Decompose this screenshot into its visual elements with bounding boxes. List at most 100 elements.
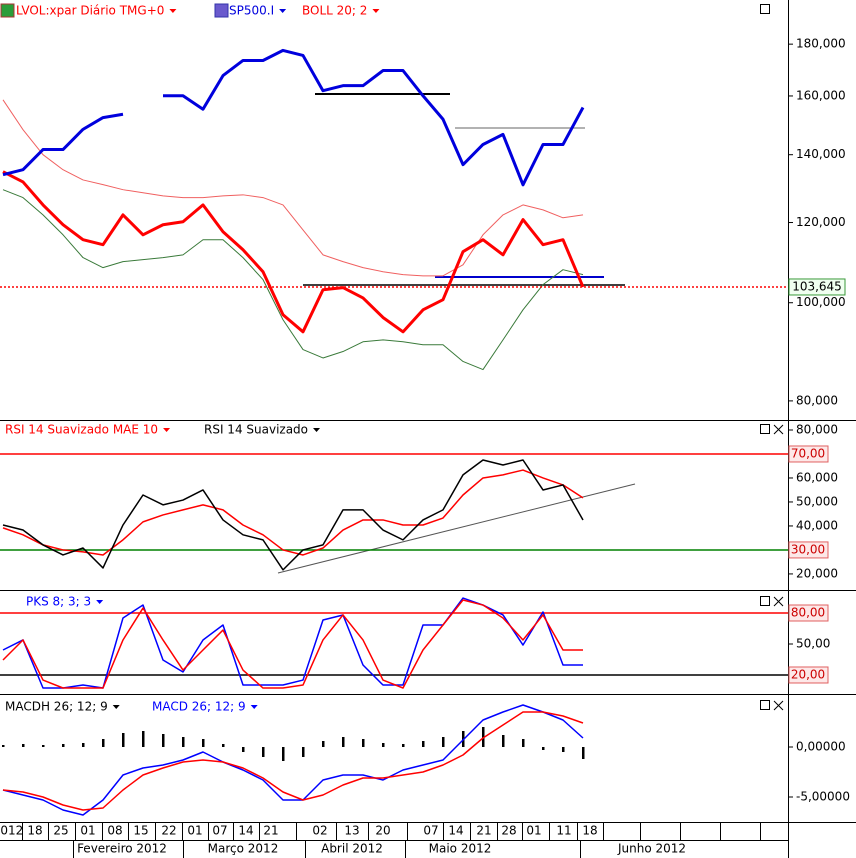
legend-label[interactable]: BOLL 20; 2	[302, 4, 367, 18]
series-line	[2, 189, 584, 371]
legend-label[interactable]: LVOL:xpar Diário TMG+0	[16, 4, 164, 18]
legend-dropdown	[112, 705, 120, 709]
series-line	[2, 711, 584, 811]
x-tick-label: 07	[423, 824, 438, 838]
x-tick-label: 18	[27, 824, 42, 838]
legend-dropdown	[313, 428, 321, 432]
month-separators	[73, 822, 761, 858]
histogram-bar	[582, 747, 585, 759]
x-tick-label: 25	[53, 824, 68, 838]
series-line	[2, 170, 585, 334]
month-label: Maio 2012	[429, 842, 492, 856]
histogram-bar	[62, 744, 65, 747]
histogram-bar	[502, 735, 505, 747]
histogram-bar	[122, 733, 125, 747]
legend-label[interactable]: MACDH 26; 12; 9	[5, 700, 108, 714]
histogram-bar	[322, 741, 325, 747]
close-button[interactable]	[773, 424, 784, 435]
x-tick-label: 01	[526, 824, 541, 838]
x-tick-label: 02	[312, 824, 327, 838]
histogram-bar	[382, 743, 385, 747]
level-label: 20,00	[791, 667, 825, 681]
x-tick-label: 14	[448, 824, 463, 838]
histogram-bar	[182, 737, 185, 747]
histogram-bar	[242, 747, 245, 752]
y-tick-label: 140,000	[796, 147, 846, 161]
legend-label[interactable]: RSI 14 Suavizado MAE 10	[5, 423, 158, 437]
level-label: 80,00	[791, 606, 825, 620]
maximize-button[interactable]	[760, 700, 770, 710]
x-tick-label: 07	[212, 824, 227, 838]
month-label: Junho 2012	[617, 842, 686, 856]
x-tick-label: 18	[582, 824, 597, 838]
histogram-bar	[142, 731, 145, 747]
level-box	[788, 541, 829, 559]
histogram-bar	[2, 745, 5, 747]
y-tick-label: 20,000	[796, 566, 838, 580]
legend-label[interactable]: PKS 8; 3; 3	[26, 595, 91, 609]
histogram-bar	[362, 739, 365, 747]
y-tick-label: 50,00	[796, 636, 830, 650]
series-line	[2, 99, 584, 277]
window-buttons[interactable]	[760, 4, 784, 711]
month-label: Fevereiro 2012	[77, 842, 167, 856]
month-label: Março 2012	[208, 842, 279, 856]
legend-label[interactable]: RSI 14 Suavizado	[204, 423, 308, 437]
maximize-button[interactable]	[760, 424, 770, 434]
y-tick-label: 60,000	[796, 470, 838, 484]
month-label: Abril 2012	[321, 842, 383, 856]
x-tick-label: 11	[556, 824, 571, 838]
histogram-bar	[422, 741, 425, 747]
plot-area	[0, 453, 788, 571]
x-axis: 2012 18 25 01 08 15 22 01 07 14 21 02 13 20 07 14 21 28 01…	[0, 822, 686, 856]
x-tick-label: 2012	[0, 824, 23, 838]
level-box	[788, 604, 829, 622]
level-box	[788, 445, 829, 463]
legend-dropdown	[163, 428, 171, 432]
histogram-bar	[302, 747, 305, 757]
plot-area	[0, 597, 788, 689]
level-box	[788, 666, 829, 684]
y-tick-label: 40,000	[796, 518, 838, 532]
histogram-bar	[22, 744, 25, 747]
histogram-bar	[542, 747, 545, 750]
y-tick-label: -5,00000	[796, 790, 850, 804]
x-tick-label: 14	[238, 824, 253, 838]
legend-label[interactable]: SP500.I	[229, 4, 274, 18]
histogram-bar	[282, 747, 285, 761]
close-button[interactable]	[773, 700, 784, 711]
y-tick-label: 180,000	[796, 37, 846, 51]
histogram-bar	[162, 734, 165, 747]
plot-area	[0, 48, 788, 371]
legend-dropdown	[169, 9, 177, 13]
x-tick-label: 01	[187, 824, 202, 838]
histogram-bar	[262, 747, 265, 757]
y-tick-label: 50,000	[796, 494, 838, 508]
maximize-button[interactable]	[760, 596, 770, 606]
legend-dropdown	[279, 9, 287, 13]
x-tick-label: 21	[476, 824, 491, 838]
legend-label[interactable]: MACD 26; 12; 9	[152, 700, 246, 714]
series-line	[2, 599, 583, 689]
maximize-button[interactable]	[760, 4, 770, 14]
y-tick-label: 0,00000	[796, 740, 846, 754]
x-tick-label: 08	[107, 824, 122, 838]
close-button[interactable]	[773, 596, 784, 607]
legend-dropdown	[250, 705, 258, 709]
legend-dropdown	[372, 9, 380, 13]
x-tick-label: 20	[375, 824, 390, 838]
plot-area	[2, 704, 585, 816]
histogram-bar	[42, 745, 45, 747]
histogram-bar	[102, 739, 105, 747]
x-tick-label: 28	[501, 824, 516, 838]
current-value-box	[788, 278, 846, 296]
x-tick-label: 01	[80, 824, 95, 838]
histogram-bar	[82, 743, 85, 747]
level-label: 30,00	[791, 542, 825, 556]
legend-dropdown	[96, 600, 104, 604]
x-tick-label: 13	[344, 824, 359, 838]
histogram-bar	[342, 737, 345, 747]
